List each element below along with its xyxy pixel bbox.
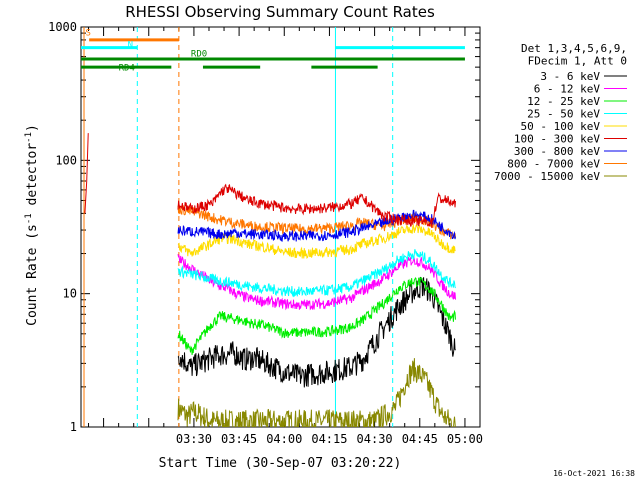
status-bar-label: RD0 [191,50,207,60]
chart-title: RHESSI Observing Summary Count Rates [125,3,435,21]
legend-label: 300 - 800 keV [514,145,600,158]
status-bar-label: N [128,41,133,51]
x-tick-label: 03:30 [176,432,212,446]
x-tick-label: 04:00 [266,432,302,446]
x-axis-label: Start Time (30-Sep-07 03:20:22) [159,456,402,471]
x-tick-label: 04:15 [311,432,347,446]
x-tick-label: 05:00 [447,432,483,446]
footer-timestamp: 16-Oct-2021 16:38 [553,469,635,478]
legend-label: 12 - 25 keV [527,95,600,108]
legend-label: 800 - 7000 keV [507,158,600,171]
x-tick-label: 04:45 [402,432,438,446]
legend-label: 6 - 12 keV [534,83,601,96]
legend-header: Det 1,3,4,5,6,9, [521,42,627,55]
legend-label: 7000 - 15000 keV [494,170,600,183]
series-line [177,276,456,388]
legend-header: FDecim 1, Att 0 [528,55,627,68]
x-tick-label: 04:30 [357,432,393,446]
legend-label: 3 - 6 keV [540,70,600,83]
legend-label: 25 - 50 keV [527,108,600,121]
status-bar-label: RD4 [119,64,135,74]
series-line [177,277,456,356]
series-line [177,254,456,311]
series-line [177,249,456,298]
series-line [177,183,456,228]
x-tick-label: 03:45 [221,432,257,446]
legend-label: 50 - 100 keV [521,120,601,133]
status-bar-label: S [86,29,91,39]
series-spike [84,133,89,214]
series-group: S N RD0 RD4 [81,27,465,427]
legend-label: 100 - 300 keV [514,133,600,146]
y-tick-label: 1000 [48,20,77,34]
y-tick-label: 1 [70,420,77,434]
series-line [177,209,456,242]
y-axis-label: Count Rate (s-1 detector-1) [24,124,40,326]
y-tick-label: 100 [55,153,77,167]
series-line [177,358,456,427]
y-tick-label: 10 [63,287,77,301]
legend: Det 1,3,4,5,6,9,FDecim 1, Att 0 3 - 6 keV… [494,42,627,183]
plot-area: 1 10 100 1000 03:30 03:45 04:00 04:15 04:30 04:45… [48,20,483,446]
